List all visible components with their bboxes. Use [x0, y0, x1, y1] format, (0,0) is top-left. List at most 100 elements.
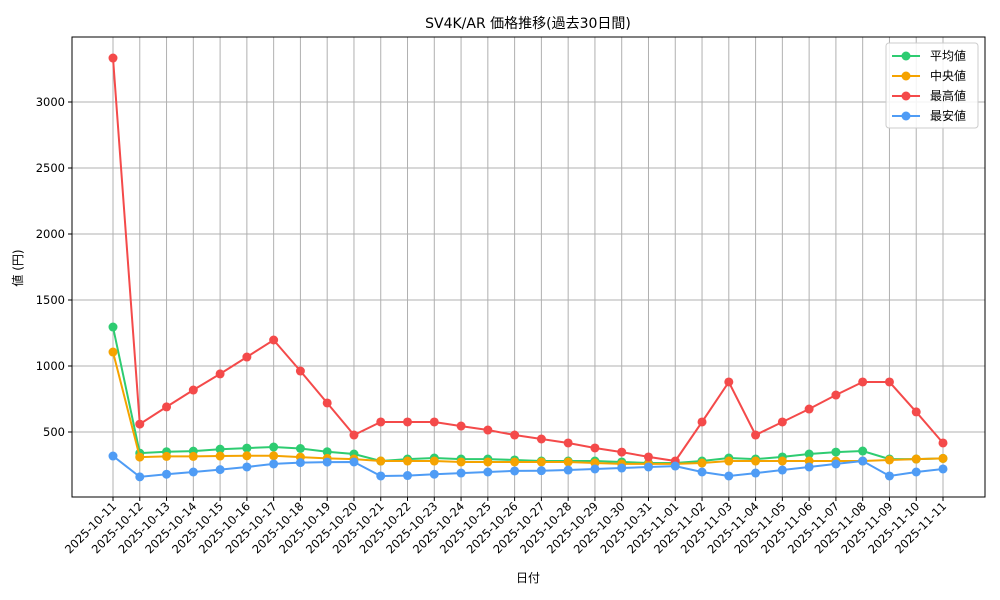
data-point	[242, 451, 252, 461]
data-point	[804, 462, 814, 472]
y-axis-ticks: 500 1000 1500 2000 2500 3000	[36, 95, 72, 439]
data-point	[162, 451, 172, 461]
legend-swatch-marker	[901, 71, 911, 81]
legend-swatch-marker	[901, 111, 911, 121]
series-layer	[108, 53, 948, 482]
data-point	[162, 469, 172, 479]
data-point	[777, 417, 787, 427]
data-point	[242, 443, 252, 453]
series-line	[112, 326, 944, 464]
data-point	[403, 456, 413, 466]
data-point	[536, 457, 546, 467]
y-tick-label: 1500	[36, 293, 65, 307]
data-point	[938, 438, 948, 448]
data-point	[295, 366, 305, 376]
data-point	[269, 335, 279, 345]
data-point	[831, 459, 841, 469]
data-point	[376, 456, 386, 466]
data-point	[831, 390, 841, 400]
data-point	[269, 451, 279, 461]
data-point	[376, 417, 386, 427]
data-point	[563, 457, 573, 467]
data-point	[858, 456, 868, 466]
data-point	[777, 456, 787, 466]
x-axis-label: 日付	[516, 571, 540, 585]
data-point	[697, 417, 707, 427]
data-point	[777, 465, 787, 475]
data-point	[751, 456, 761, 466]
series-0	[108, 322, 948, 468]
data-point	[617, 463, 627, 473]
data-point	[536, 466, 546, 476]
data-point	[858, 446, 868, 456]
data-point	[751, 468, 761, 478]
data-point	[938, 464, 948, 474]
data-point	[670, 461, 680, 471]
data-point	[456, 468, 466, 478]
series-2	[108, 53, 948, 466]
legend-label: 最高値	[930, 88, 966, 103]
legend-box	[885, 42, 979, 129]
data-point	[884, 377, 894, 387]
series-line	[112, 57, 944, 463]
legend-swatch-marker	[901, 91, 911, 101]
data-point	[135, 452, 145, 462]
data-point	[456, 457, 466, 467]
data-point	[242, 462, 252, 472]
data-point	[215, 369, 225, 379]
data-point	[643, 462, 653, 472]
y-tick-label: 500	[43, 425, 65, 439]
data-point	[563, 438, 573, 448]
data-point	[724, 377, 734, 387]
data-point	[510, 457, 520, 467]
data-point	[429, 469, 439, 479]
data-point	[831, 447, 841, 457]
data-point	[135, 419, 145, 429]
plot-frame	[71, 36, 986, 498]
data-point	[322, 457, 332, 467]
data-point	[108, 53, 118, 63]
data-point	[162, 402, 172, 412]
data-point	[510, 430, 520, 440]
y-tick-label: 2000	[36, 227, 65, 241]
data-point	[188, 467, 198, 477]
series-line	[112, 351, 944, 465]
chart-title: SV4K/AR 価格推移(過去30日間)	[425, 16, 631, 32]
legend-label: 最安値	[930, 108, 966, 123]
y-axis-label: 値 (円)	[10, 249, 25, 286]
data-point	[349, 430, 359, 440]
data-point	[242, 352, 252, 362]
data-point	[590, 443, 600, 453]
data-point	[724, 456, 734, 466]
data-point	[403, 471, 413, 481]
legend-swatch-marker	[901, 51, 911, 61]
data-point	[804, 449, 814, 459]
data-point	[858, 377, 868, 387]
data-point	[483, 457, 493, 467]
data-point	[510, 466, 520, 476]
data-point	[215, 451, 225, 461]
data-point	[429, 417, 439, 427]
data-point	[536, 434, 546, 444]
data-point	[376, 471, 386, 481]
data-point	[108, 347, 118, 357]
data-point	[617, 447, 627, 457]
data-point	[751, 430, 761, 440]
data-point	[215, 465, 225, 475]
data-point	[590, 464, 600, 474]
data-point	[135, 472, 145, 482]
grid-lines	[72, 37, 985, 497]
data-point	[108, 451, 118, 461]
y-tick-label: 2500	[36, 161, 65, 175]
data-point	[938, 453, 948, 463]
data-point	[295, 444, 305, 453]
x-axis-ticks: 2025-10-112025-10-122025-10-132025-10-14…	[62, 497, 949, 556]
data-point	[295, 458, 305, 468]
data-point	[911, 454, 921, 464]
data-point	[804, 404, 814, 414]
series-1	[108, 347, 948, 469]
data-point	[697, 458, 707, 468]
data-point	[269, 442, 279, 452]
